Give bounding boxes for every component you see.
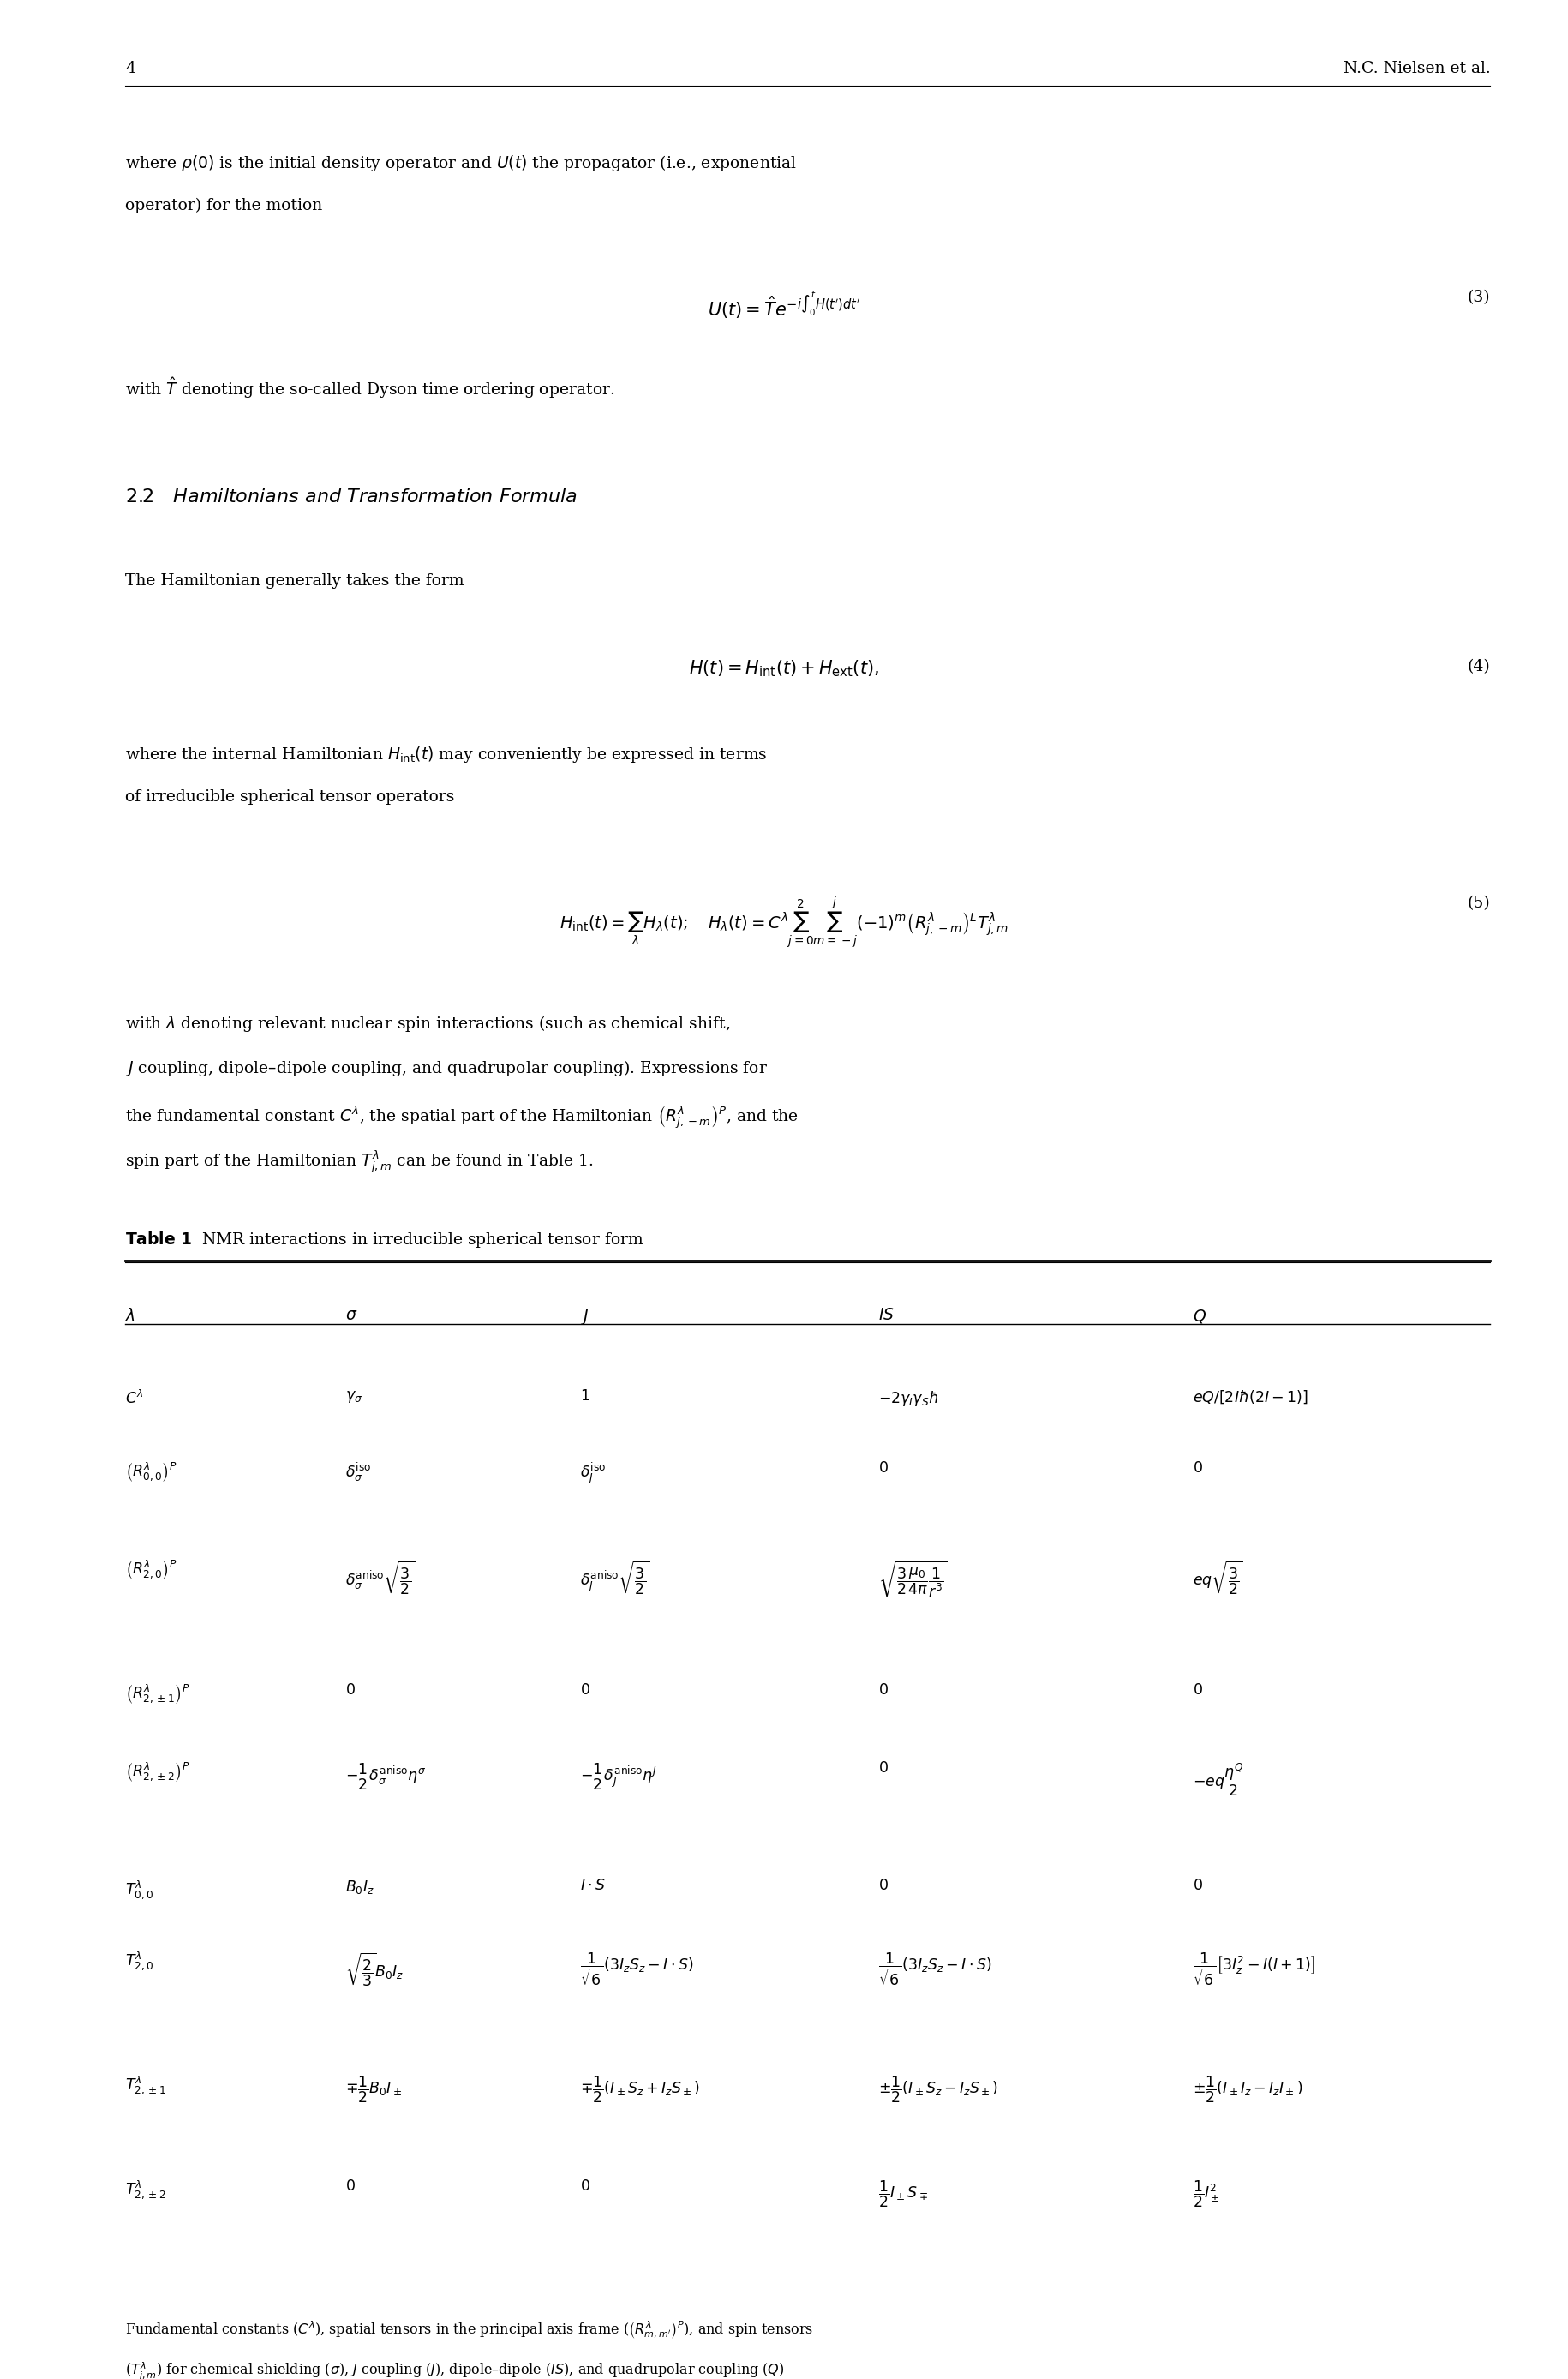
Text: N.C. Nielsen et al.: N.C. Nielsen et al. xyxy=(1342,62,1490,76)
Text: $C^\lambda$: $C^\lambda$ xyxy=(125,1389,144,1406)
Text: $-\dfrac{1}{2}\delta_\sigma^{\mathrm{aniso}}\eta^\sigma$: $-\dfrac{1}{2}\delta_\sigma^{\mathrm{ani… xyxy=(345,1760,426,1791)
Text: $0$: $0$ xyxy=(878,1682,887,1699)
Text: $0$: $0$ xyxy=(345,2179,354,2193)
Text: the fundamental constant $C^\lambda$, the spatial part of the Hamiltonian $\left: the fundamental constant $C^\lambda$, th… xyxy=(125,1104,798,1130)
Text: $\sqrt{\dfrac{3}{2}\dfrac{\mu_0}{4\pi}\dfrac{1}{r^3}}$: $\sqrt{\dfrac{3}{2}\dfrac{\mu_0}{4\pi}\d… xyxy=(878,1558,947,1599)
Text: $0$: $0$ xyxy=(580,2179,590,2193)
Text: $eQ/[2I\hbar(2I-1)]$: $eQ/[2I\hbar(2I-1)]$ xyxy=(1192,1389,1308,1406)
Text: $H_{\mathrm{int}}(t) = \sum_\lambda H_\lambda(t);\ \ \ H_\lambda(t) = C^\lambda : $H_{\mathrm{int}}(t) = \sum_\lambda H_\l… xyxy=(560,895,1008,952)
Text: where the internal Hamiltonian $H_{\mathrm{int}}(t)$ may conveniently be express: where the internal Hamiltonian $H_{\math… xyxy=(125,745,767,764)
Text: $\sigma$: $\sigma$ xyxy=(345,1308,358,1323)
Text: $\mathbf{Table\ 1}$  NMR interactions in irreducible spherical tensor form: $\mathbf{Table\ 1}$ NMR interactions in … xyxy=(125,1230,644,1249)
Text: $\dfrac{1}{\sqrt{6}}\left[3I_z^2 - I(I+1)\right]$: $\dfrac{1}{\sqrt{6}}\left[3I_z^2 - I(I+1… xyxy=(1192,1951,1314,1986)
Text: $\mp\dfrac{1}{2}B_0 I_\pm$: $\mp\dfrac{1}{2}B_0 I_\pm$ xyxy=(345,2074,401,2105)
Text: $T^\lambda_{2,\pm2}$: $T^\lambda_{2,\pm2}$ xyxy=(125,2179,166,2201)
Text: $\pm\dfrac{1}{2}(I_\pm S_z - I_z S_\pm)$: $\pm\dfrac{1}{2}(I_\pm S_z - I_z S_\pm)$ xyxy=(878,2074,999,2105)
Text: ($T^\lambda_{j,m}$) for chemical shielding ($\sigma$), $J$ coupling ($J$), dipol: ($T^\lambda_{j,m}$) for chemical shieldi… xyxy=(125,2360,784,2379)
Text: $0$: $0$ xyxy=(878,1879,887,1894)
Text: where $\rho(0)$ is the initial density operator and $U(t)$ the propagator (i.e.,: where $\rho(0)$ is the initial density o… xyxy=(125,152,797,174)
Text: $-\dfrac{1}{2}\delta_J^{\mathrm{aniso}}\eta^J$: $-\dfrac{1}{2}\delta_J^{\mathrm{aniso}}\… xyxy=(580,1760,657,1791)
Text: $U(t) = \hat{T}e^{-i\int_0^t H(t')dt'}$: $U(t) = \hat{T}e^{-i\int_0^t H(t')dt'}$ xyxy=(707,290,861,321)
Text: $T^\lambda_{0,0}$: $T^\lambda_{0,0}$ xyxy=(125,1879,154,1901)
Text: $B_0 I_z$: $B_0 I_z$ xyxy=(345,1879,373,1896)
Text: $J$ coupling, dipole–dipole coupling, and quadrupolar coupling). Expressions for: $J$ coupling, dipole–dipole coupling, an… xyxy=(125,1059,768,1078)
Text: of irreducible spherical tensor operators: of irreducible spherical tensor operator… xyxy=(125,790,455,804)
Text: $J$: $J$ xyxy=(580,1308,588,1327)
Text: with $\hat{T}$ denoting the so-called Dyson time ordering operator.: with $\hat{T}$ denoting the so-called Dy… xyxy=(125,376,615,400)
Text: $0$: $0$ xyxy=(1192,1461,1201,1475)
Text: The Hamiltonian generally takes the form: The Hamiltonian generally takes the form xyxy=(125,573,464,588)
Text: $\delta_\sigma^{\mathrm{iso}}$: $\delta_\sigma^{\mathrm{iso}}$ xyxy=(345,1461,372,1484)
Text: $IS$: $IS$ xyxy=(878,1308,894,1323)
Text: $-eq\dfrac{\eta^Q}{2}$: $-eq\dfrac{\eta^Q}{2}$ xyxy=(1192,1760,1243,1799)
Text: $\left(R^\lambda_{2,\pm2}\right)^P$: $\left(R^\lambda_{2,\pm2}\right)^P$ xyxy=(125,1760,190,1784)
Text: $-2\gamma_I\gamma_S\hbar$: $-2\gamma_I\gamma_S\hbar$ xyxy=(878,1389,939,1408)
Text: $\dfrac{1}{\sqrt{6}}(3I_zS_z - I\cdot S)$: $\dfrac{1}{\sqrt{6}}(3I_zS_z - I\cdot S)… xyxy=(878,1951,991,1986)
Text: $T^\lambda_{2,\pm1}$: $T^\lambda_{2,\pm1}$ xyxy=(125,2074,166,2098)
Text: $0$: $0$ xyxy=(1192,1682,1201,1699)
Text: $0$: $0$ xyxy=(580,1682,590,1699)
Text: $\delta_J^{\mathrm{aniso}}\sqrt{\dfrac{3}{2}}$: $\delta_J^{\mathrm{aniso}}\sqrt{\dfrac{3… xyxy=(580,1558,649,1596)
Text: (5): (5) xyxy=(1466,895,1490,911)
Text: $0$: $0$ xyxy=(345,1682,354,1699)
Text: $\mp\dfrac{1}{2}(I_\pm S_z + I_z S_\pm)$: $\mp\dfrac{1}{2}(I_\pm S_z + I_z S_\pm)$ xyxy=(580,2074,701,2105)
Text: $\left(R^\lambda_{0,0}\right)^P$: $\left(R^\lambda_{0,0}\right)^P$ xyxy=(125,1461,177,1484)
Text: $I\cdot S$: $I\cdot S$ xyxy=(580,1879,605,1894)
Text: $H(t) = H_{\mathrm{int}}(t) + H_{\mathrm{ext}}(t),$: $H(t) = H_{\mathrm{int}}(t) + H_{\mathrm… xyxy=(688,659,880,678)
Text: $\dfrac{1}{2}I_\pm S_\mp$: $\dfrac{1}{2}I_\pm S_\mp$ xyxy=(878,2179,928,2210)
Text: operator) for the motion: operator) for the motion xyxy=(125,197,323,214)
Text: $\dfrac{1}{2}I_\pm^2$: $\dfrac{1}{2}I_\pm^2$ xyxy=(1192,2179,1218,2210)
Text: $0$: $0$ xyxy=(878,1760,887,1775)
Text: $\mathit{2.2\ \ \ Hamiltonians\ and\ Transformation\ Formula}$: $\mathit{2.2\ \ \ Hamiltonians\ and\ Tra… xyxy=(125,488,577,507)
Text: $Q$: $Q$ xyxy=(1192,1308,1206,1325)
Text: $\sqrt{\dfrac{2}{3}}B_0 I_z$: $\sqrt{\dfrac{2}{3}}B_0 I_z$ xyxy=(345,1951,403,1989)
Text: $\gamma_\sigma$: $\gamma_\sigma$ xyxy=(345,1389,362,1404)
Text: $0$: $0$ xyxy=(878,1461,887,1475)
Text: $T^\lambda_{2,0}$: $T^\lambda_{2,0}$ xyxy=(125,1951,154,1972)
Text: with $\lambda$ denoting relevant nuclear spin interactions (such as chemical shi: with $\lambda$ denoting relevant nuclear… xyxy=(125,1013,731,1032)
Text: (3): (3) xyxy=(1466,290,1490,305)
Text: $\delta_J^{\mathrm{iso}}$: $\delta_J^{\mathrm{iso}}$ xyxy=(580,1461,607,1487)
Text: $0$: $0$ xyxy=(1192,1879,1201,1894)
Text: $\delta_\sigma^{\mathrm{aniso}}\sqrt{\dfrac{3}{2}}$: $\delta_\sigma^{\mathrm{aniso}}\sqrt{\df… xyxy=(345,1558,414,1596)
Text: spin part of the Hamiltonian $T^\lambda_{j,m}$ can be found in Table 1.: spin part of the Hamiltonian $T^\lambda_… xyxy=(125,1149,594,1175)
Text: $\dfrac{1}{\sqrt{6}}(3I_zS_z - I\cdot S)$: $\dfrac{1}{\sqrt{6}}(3I_zS_z - I\cdot S)… xyxy=(580,1951,693,1986)
Text: $\left(R^\lambda_{2,\pm1}\right)^P$: $\left(R^\lambda_{2,\pm1}\right)^P$ xyxy=(125,1682,190,1706)
Text: $\left(R^\lambda_{2,0}\right)^P$: $\left(R^\lambda_{2,0}\right)^P$ xyxy=(125,1558,177,1582)
Text: Fundamental constants ($C^\lambda$), spatial tensors in the principal axis frame: Fundamental constants ($C^\lambda$), spa… xyxy=(125,2320,814,2341)
Text: $eq\sqrt{\dfrac{3}{2}}$: $eq\sqrt{\dfrac{3}{2}}$ xyxy=(1192,1558,1242,1596)
Text: (4): (4) xyxy=(1466,659,1490,673)
Text: $\pm\dfrac{1}{2}(I_\pm I_z - I_z I_\pm)$: $\pm\dfrac{1}{2}(I_\pm I_z - I_z I_\pm)$ xyxy=(1192,2074,1301,2105)
Text: $\lambda$: $\lambda$ xyxy=(125,1308,136,1323)
Text: $1$: $1$ xyxy=(580,1389,590,1404)
Text: 4: 4 xyxy=(125,62,136,76)
